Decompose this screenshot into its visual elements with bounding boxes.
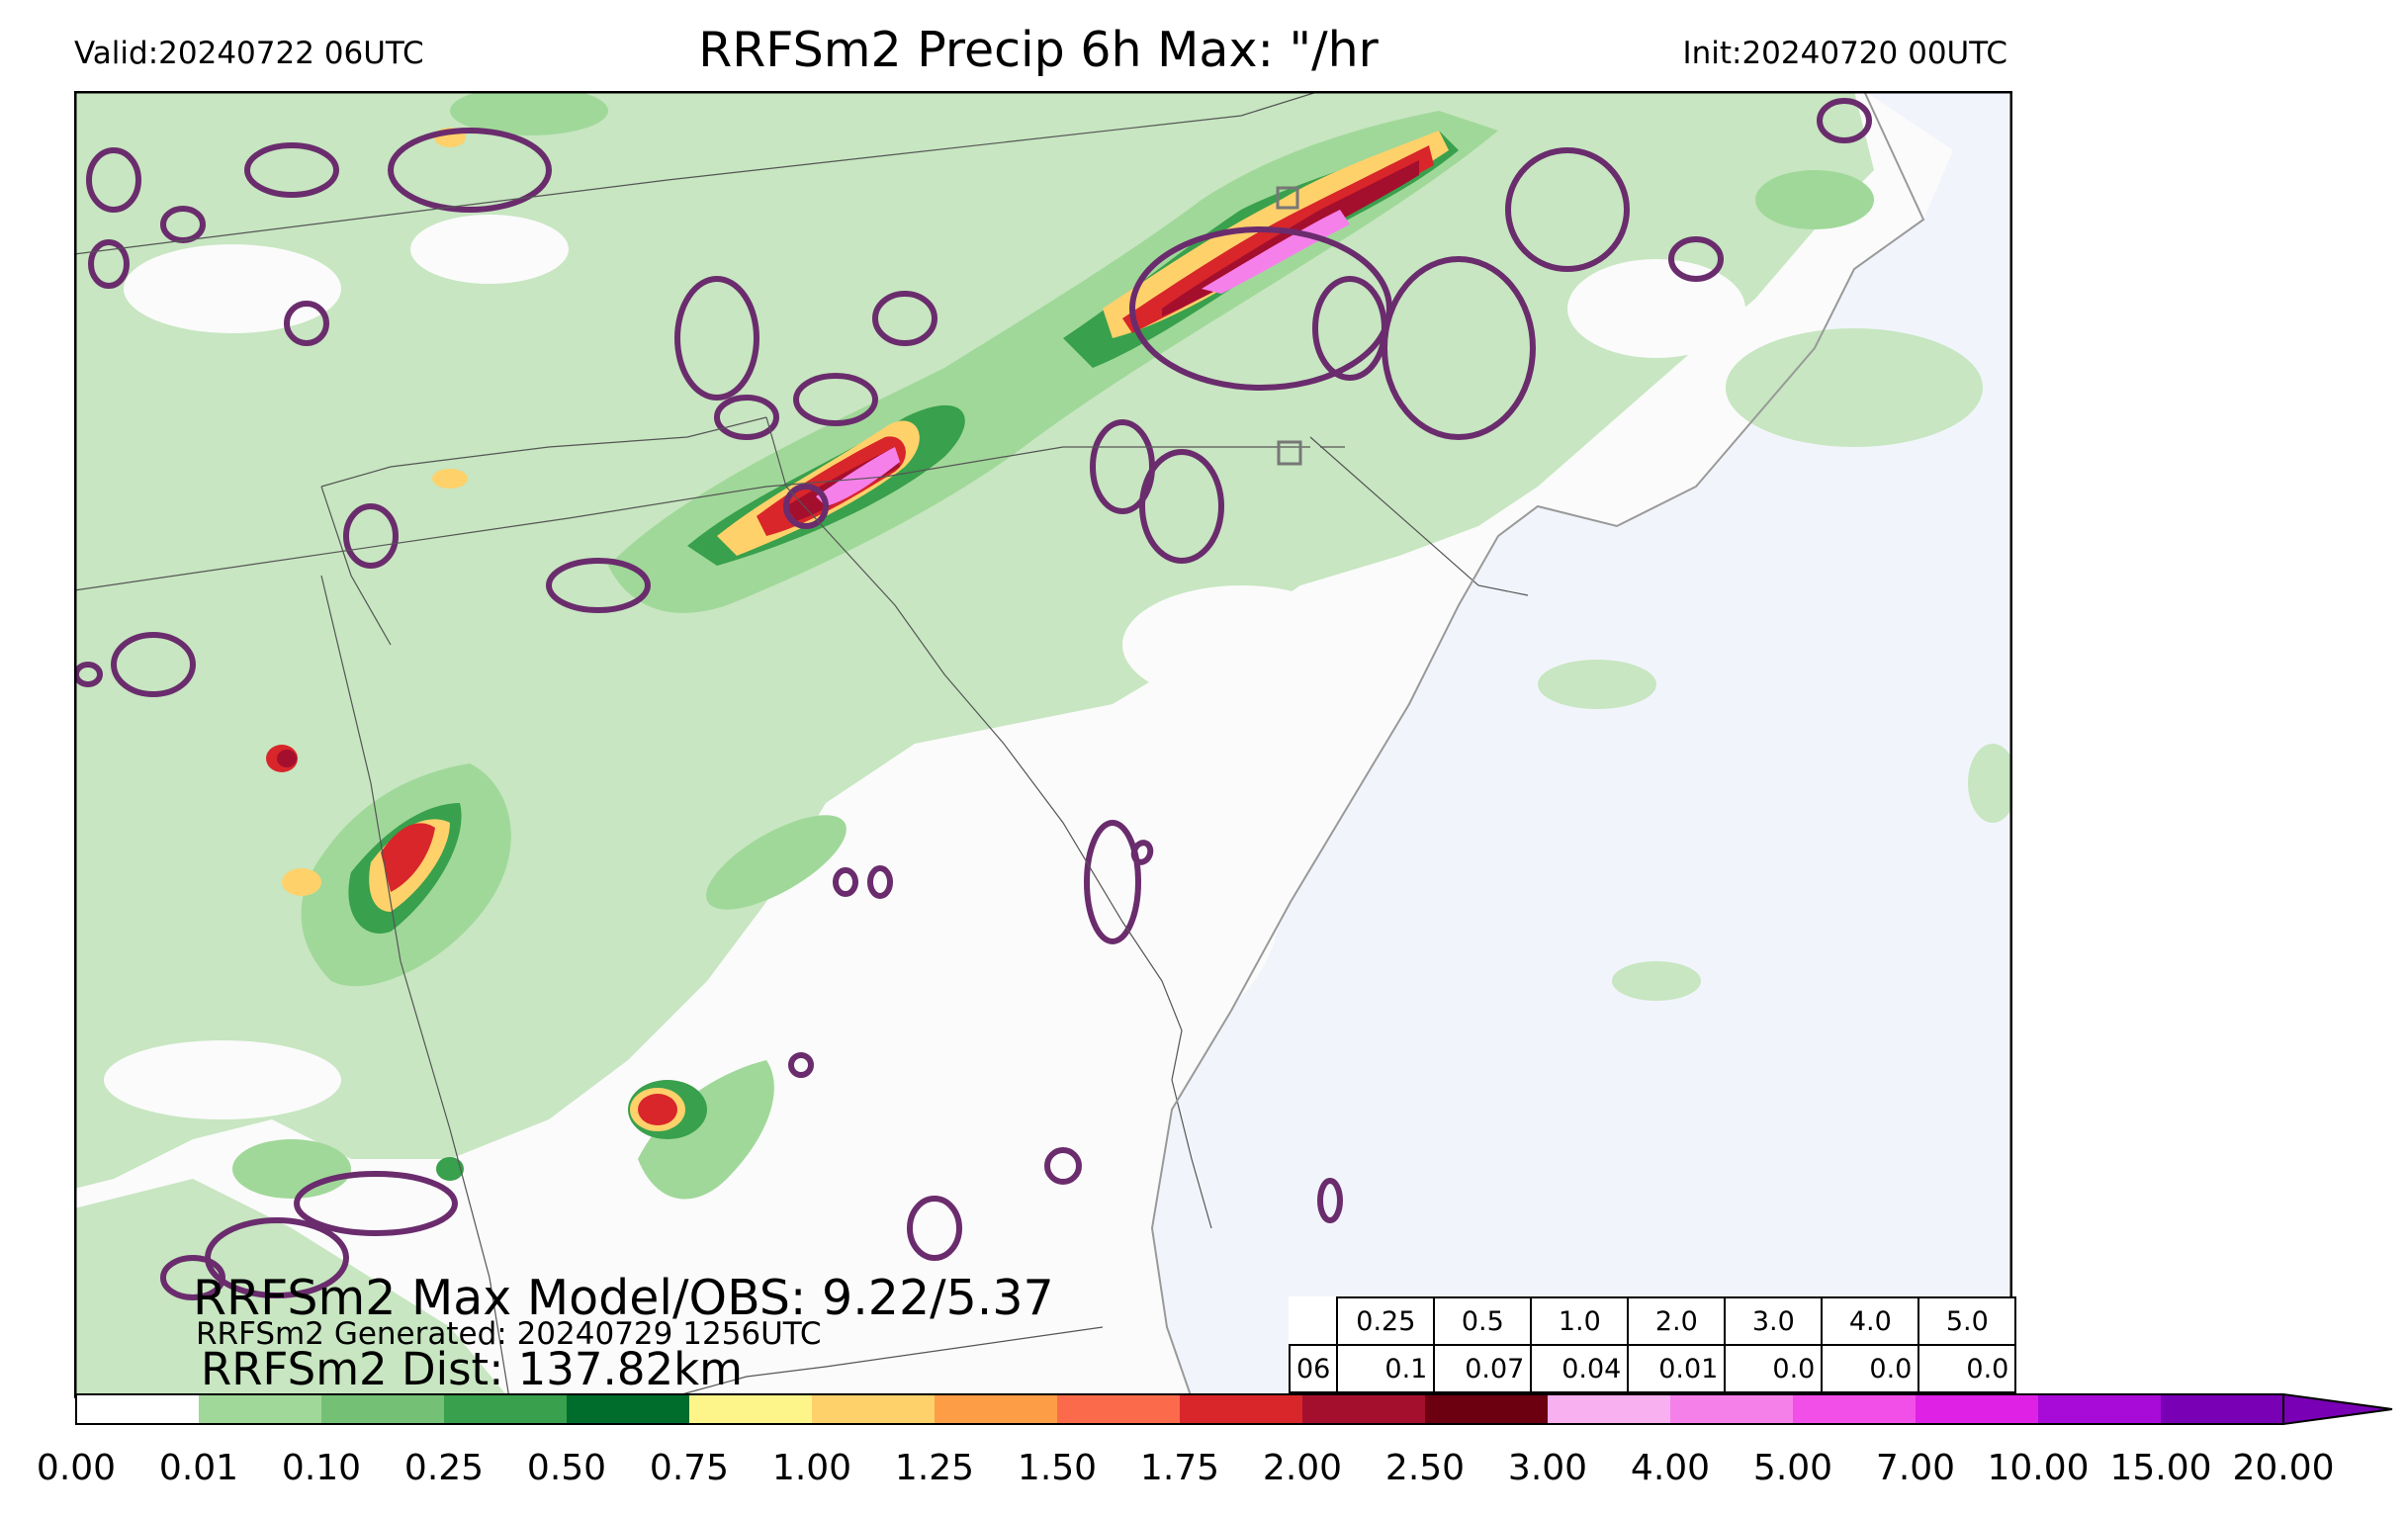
colorbar-segment bbox=[1302, 1394, 1425, 1424]
colorbar-segment bbox=[1793, 1394, 1916, 1424]
value-cell: 0.0 bbox=[1917, 1344, 2017, 1393]
colorbar-frame bbox=[75, 1393, 2283, 1425]
colorbar-tick-label: 3.00 bbox=[1507, 1448, 1588, 1488]
value-cell: 0.0 bbox=[1724, 1344, 1824, 1393]
colorbar-tick-label: 0.01 bbox=[158, 1448, 239, 1488]
colorbar bbox=[75, 1392, 2393, 1426]
state-boundaries bbox=[74, 91, 1529, 1398]
precip-magenta bbox=[816, 210, 1350, 506]
hour-cell: 06 bbox=[1288, 1344, 1339, 1393]
precip-map bbox=[74, 91, 2012, 1398]
stats-corner bbox=[1290, 1297, 1337, 1345]
colorbar-segment bbox=[812, 1394, 935, 1424]
colorbar-tick-label: 1.00 bbox=[771, 1448, 852, 1488]
value-cell: 0.0 bbox=[1821, 1344, 1920, 1393]
colorbar-segment bbox=[1670, 1394, 1793, 1424]
colorbar-tick-label: 2.50 bbox=[1384, 1448, 1466, 1488]
colorbar-tick-label: 1.50 bbox=[1017, 1448, 1098, 1488]
value-cell: 0.01 bbox=[1627, 1344, 1727, 1393]
colorbar-segment bbox=[321, 1394, 444, 1424]
value-cell: 0.1 bbox=[1336, 1344, 1436, 1393]
stats-value-row: 06 0.1 0.07 0.04 0.01 0.0 0.0 0.0 bbox=[1288, 1344, 2017, 1393]
threshold-cell: 0.5 bbox=[1433, 1296, 1533, 1346]
station-marker bbox=[1277, 440, 1302, 466]
colorbar-tick-label: 20.00 bbox=[2232, 1448, 2335, 1488]
coastline bbox=[1150, 91, 1925, 1398]
colorbar-segment bbox=[1548, 1394, 1670, 1424]
colorbar-tick-label: 0.50 bbox=[526, 1448, 607, 1488]
colorbar-tick-label: 15.00 bbox=[2109, 1448, 2212, 1488]
colorbar-tick-label: 4.00 bbox=[1630, 1448, 1711, 1488]
precip-light bbox=[74, 91, 2012, 1398]
colorbar-segment bbox=[1180, 1394, 1302, 1424]
stats-header-row: 0.25 0.5 1.0 2.0 3.0 4.0 5.0 bbox=[1290, 1296, 2017, 1346]
distance-label: RRFSm2 Dist: 137.82km bbox=[201, 1343, 744, 1395]
colorbar-tick-label: 0.75 bbox=[649, 1448, 730, 1488]
threshold-cell: 1.0 bbox=[1530, 1296, 1630, 1346]
colorbar-tick-label: 0.10 bbox=[281, 1448, 362, 1488]
colorbar-segment bbox=[444, 1394, 567, 1424]
valid-time: Valid:20240722 06UTC bbox=[74, 36, 424, 71]
colorbar-tick-label: 0.00 bbox=[36, 1448, 117, 1488]
threshold-cell: 3.0 bbox=[1724, 1296, 1824, 1346]
precip-gaps bbox=[104, 215, 1745, 1398]
colorbar-segment bbox=[689, 1394, 812, 1424]
colorbar-extend-arrow bbox=[2282, 1392, 2393, 1426]
colorbar-tick-label: 7.00 bbox=[1875, 1448, 1956, 1488]
colorbar-segment bbox=[76, 1394, 199, 1424]
colorbar-segment bbox=[1425, 1394, 1548, 1424]
map-title: RRFSm2 Precip 6h Max: "/hr bbox=[698, 22, 1379, 78]
value-cell: 0.07 bbox=[1433, 1344, 1533, 1393]
colorbar-tick-label: 10.00 bbox=[1987, 1448, 2090, 1488]
colorbar-tick-label: 2.00 bbox=[1262, 1448, 1343, 1488]
generated-label: RRFSm2 Generated: 20240729 1256UTC bbox=[196, 1316, 822, 1352]
init-time: Init:20240720 00UTC bbox=[1682, 36, 2007, 71]
colorbar-tick-label: 1.25 bbox=[894, 1448, 975, 1488]
colorbar-tick-label: 1.75 bbox=[1139, 1448, 1220, 1488]
colorbar-tick-label: 0.25 bbox=[403, 1448, 485, 1488]
threshold-cell: 5.0 bbox=[1917, 1296, 2017, 1346]
colorbar-segment bbox=[1916, 1394, 2038, 1424]
colorbar-segment bbox=[935, 1394, 1057, 1424]
colorbar-segment bbox=[2161, 1394, 2283, 1424]
station-marker bbox=[1276, 186, 1299, 210]
threshold-cell: 4.0 bbox=[1821, 1296, 1920, 1346]
value-cell: 0.04 bbox=[1530, 1344, 1630, 1393]
threshold-stats-table: 0.25 0.5 1.0 2.0 3.0 4.0 5.0 06 0.1 0.07… bbox=[1288, 1296, 2017, 1393]
colorbar-segment bbox=[1057, 1394, 1180, 1424]
colorbar-segment bbox=[567, 1394, 689, 1424]
threshold-cell: 2.0 bbox=[1627, 1296, 1727, 1346]
colorbar-segment bbox=[199, 1394, 321, 1424]
colorbar-segment bbox=[2038, 1394, 2161, 1424]
threshold-cell: 0.25 bbox=[1336, 1296, 1436, 1346]
colorbar-tick-label: 5.00 bbox=[1752, 1448, 1833, 1488]
max-model-obs-label: RRFSm2 Max Model/OBS: 9.22/5.37 bbox=[193, 1270, 1054, 1326]
colorbar-ticks: 0.00 0.01 0.10 0.25 0.50 0.75 1.00 1.25 1.50 1.75… bbox=[0, 1448, 2408, 1497]
obs-contours bbox=[74, 98, 1872, 1300]
